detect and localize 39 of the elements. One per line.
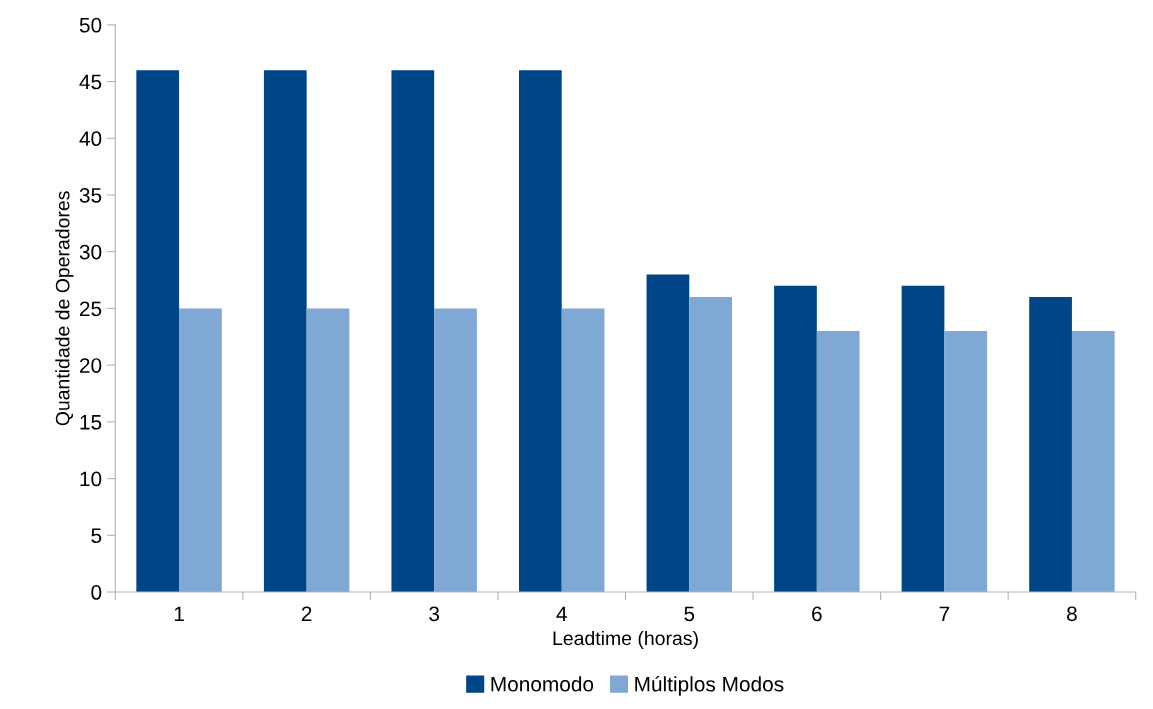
y-tick-label: 30 [79, 244, 102, 260]
bar [646, 274, 690, 593]
y-tick-label: 0 [91, 585, 102, 600]
y-tick-label: 25 [79, 301, 102, 317]
x-tick-label: 4 [556, 606, 567, 621]
bar [561, 308, 605, 593]
y-tick-label: 20 [79, 358, 102, 373]
y-tick-label: 35 [79, 187, 102, 203]
bar [263, 70, 307, 593]
x-tick-label: 3 [429, 606, 440, 622]
x-tick-label: 5 [684, 606, 695, 622]
x-tick-label: 2 [301, 606, 312, 621]
bar [391, 70, 435, 593]
bar [519, 70, 562, 593]
bar [434, 308, 477, 593]
bar [136, 70, 180, 593]
legend-label: Monomodo [491, 676, 594, 692]
bar [1029, 297, 1072, 593]
bar [774, 285, 817, 593]
y-tick-label: 10 [80, 471, 102, 487]
y-tick-label: 15 [80, 415, 102, 430]
y-tick-label: 40 [79, 131, 102, 147]
x-tick-label: 7 [939, 606, 950, 621]
x-tick-label: 8 [1067, 606, 1077, 622]
y-tick-label: 5 [91, 528, 102, 544]
x-tick-label: 1 [174, 606, 184, 621]
y-tick-label: 45 [79, 74, 102, 90]
y-tick-label: 50 [79, 17, 102, 33]
bar [689, 297, 733, 593]
x-tick-label: 6 [812, 606, 822, 622]
bar [179, 308, 222, 593]
bar [1071, 331, 1115, 593]
bar [306, 308, 350, 593]
legend-label: Múltiplos Modos [635, 675, 784, 696]
bar [944, 331, 988, 593]
bar [901, 285, 945, 593]
bar [816, 331, 860, 593]
y-axis-title: Quantidade de Operadores [55, 191, 74, 426]
x-axis-title: Leadtime (horas) [553, 630, 698, 649]
